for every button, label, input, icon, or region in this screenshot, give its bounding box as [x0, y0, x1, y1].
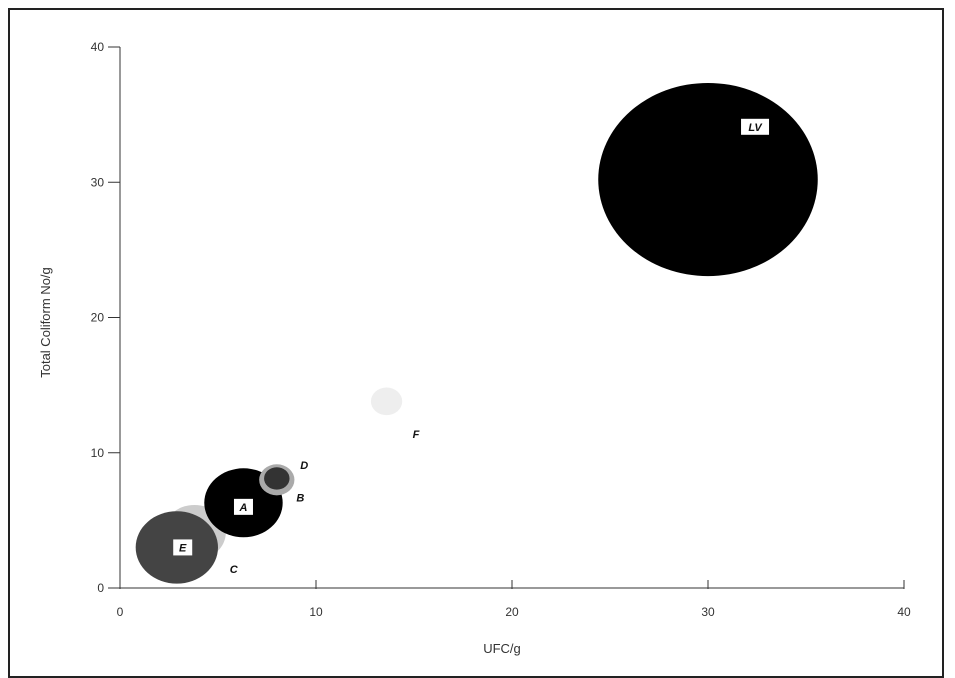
- bubble-label-f: F: [413, 429, 420, 441]
- bubble-lv: [598, 82, 818, 277]
- y-tick-label: 20: [91, 311, 105, 325]
- bubble-label-a: A: [239, 502, 248, 514]
- bubble-f: [370, 387, 403, 416]
- y-tick-label: 0: [97, 581, 104, 595]
- bubble-label-c: C: [230, 564, 239, 576]
- y-tick-label: 30: [91, 175, 105, 189]
- bubble-label-lv: LV: [748, 122, 763, 134]
- bubble-d: [264, 467, 290, 490]
- bubble-label-box: [741, 118, 770, 135]
- y-tick-label: 10: [91, 446, 105, 460]
- x-tick-label: 40: [897, 605, 911, 619]
- x-tick-label: 20: [505, 605, 519, 619]
- x-axis-title: UFC/g: [483, 641, 521, 656]
- y-tick-label: 40: [91, 40, 105, 54]
- x-tick-label: 10: [309, 605, 323, 619]
- axes: 0 10 20 30 40 0 10 20 30 40: [91, 40, 911, 619]
- bubble-label-e: E: [179, 542, 187, 554]
- bubble-label-box: [173, 539, 193, 556]
- bubble-label-b: B: [296, 492, 304, 504]
- x-tick-label: 30: [701, 605, 715, 619]
- x-tick-label: 0: [117, 605, 124, 619]
- y-axis-title: Total Coliform No/g: [38, 267, 53, 378]
- bubble-labels: LV F C E A B D: [173, 118, 770, 576]
- bubble-label-box: [233, 498, 253, 515]
- bubble-label-d: D: [300, 460, 308, 472]
